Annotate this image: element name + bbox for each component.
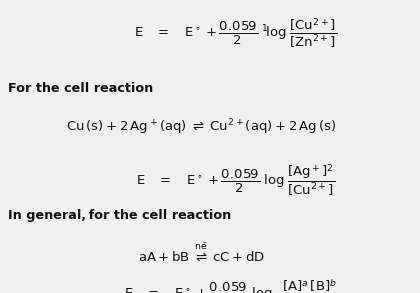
Text: $\mathrm{E}\quad =\quad \mathrm{E^\circ} + \dfrac{0.059}{2}\;\mathrm{log}\;\dfra: $\mathrm{E}\quad =\quad \mathrm{E^\circ}… — [136, 163, 335, 198]
Text: $\mathrm{Cu\,(s) + 2\,Ag^+(aq)\;\rightleftharpoons\;Cu^{2+}(aq) + 2\,Ag\,(s)}$: $\mathrm{Cu\,(s) + 2\,Ag^+(aq)\;\rightle… — [66, 117, 337, 137]
Text: $\mathrm{E}\quad =\quad \mathrm{E^\circ} + \dfrac{0.059}{2}\;{}^{1}\!\mathrm{log: $\mathrm{E}\quad =\quad \mathrm{E^\circ}… — [134, 16, 337, 50]
Text: For the cell reaction: For the cell reaction — [8, 82, 154, 95]
Text: $\mathrm{aA + bB}\;\overset{\mathrm{n\bar{e}}}{\rightleftharpoons}\;\mathrm{cC +: $\mathrm{aA + bB}\;\overset{\mathrm{n\ba… — [138, 242, 265, 264]
Text: In general, for the cell reaction: In general, for the cell reaction — [8, 209, 232, 222]
Text: $\mathrm{E}\quad =\quad \mathrm{E^\circ} + \dfrac{0.059}{n}\;\mathrm{log}\;\dfra: $\mathrm{E}\quad =\quad \mathrm{E^\circ}… — [124, 277, 346, 293]
